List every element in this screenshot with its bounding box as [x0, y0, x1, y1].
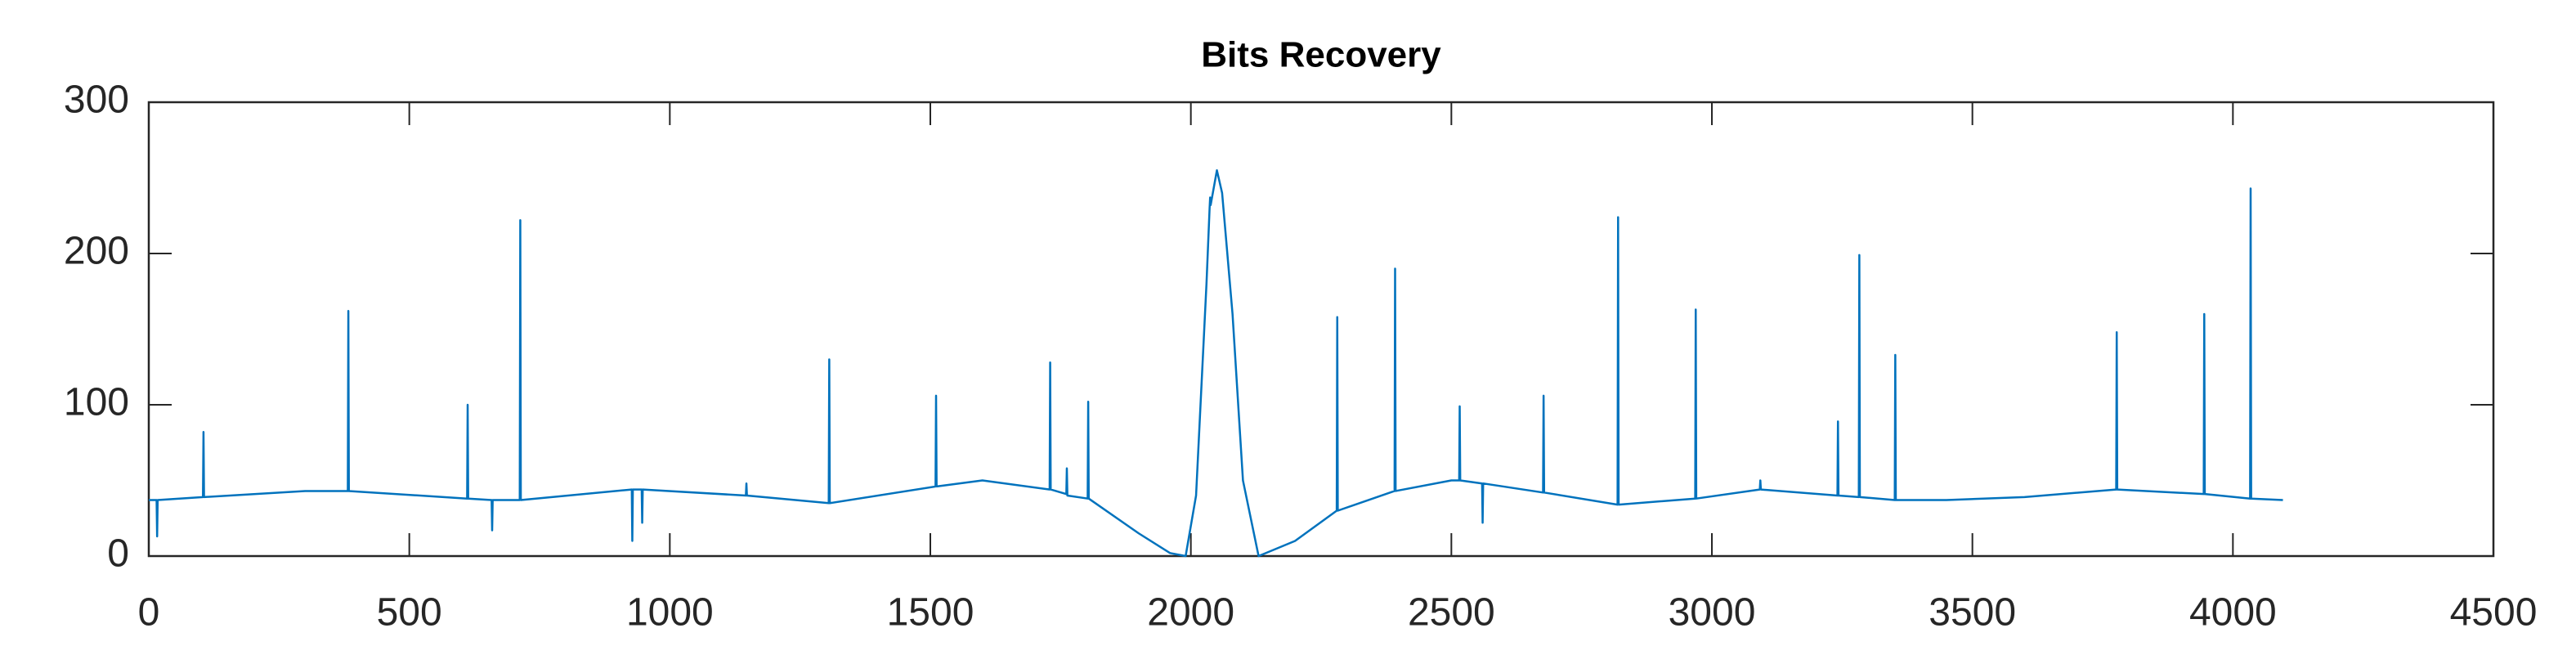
data-line	[149, 169, 2283, 558]
x-tick-label: 0	[138, 591, 160, 635]
x-tick-label: 3500	[1929, 591, 2016, 635]
x-tick-label: 1500	[887, 591, 974, 635]
x-tick-label: 3000	[1669, 591, 1756, 635]
x-tick-label: 500	[377, 591, 442, 635]
y-tick-label: 100	[64, 381, 129, 424]
x-tick-label: 4000	[2189, 591, 2277, 635]
y-tick-label: 300	[64, 79, 129, 122]
plot-frame	[147, 101, 2495, 558]
chart-title: Bits Recovery	[1201, 35, 1441, 75]
x-tick-label: 4500	[2450, 591, 2538, 635]
x-tick-label: 2000	[1147, 591, 1234, 635]
y-tick-label: 0	[107, 532, 129, 576]
x-tick-label: 1000	[626, 591, 714, 635]
x-tick-label: 2500	[1408, 591, 1495, 635]
y-tick-label: 200	[64, 230, 129, 273]
